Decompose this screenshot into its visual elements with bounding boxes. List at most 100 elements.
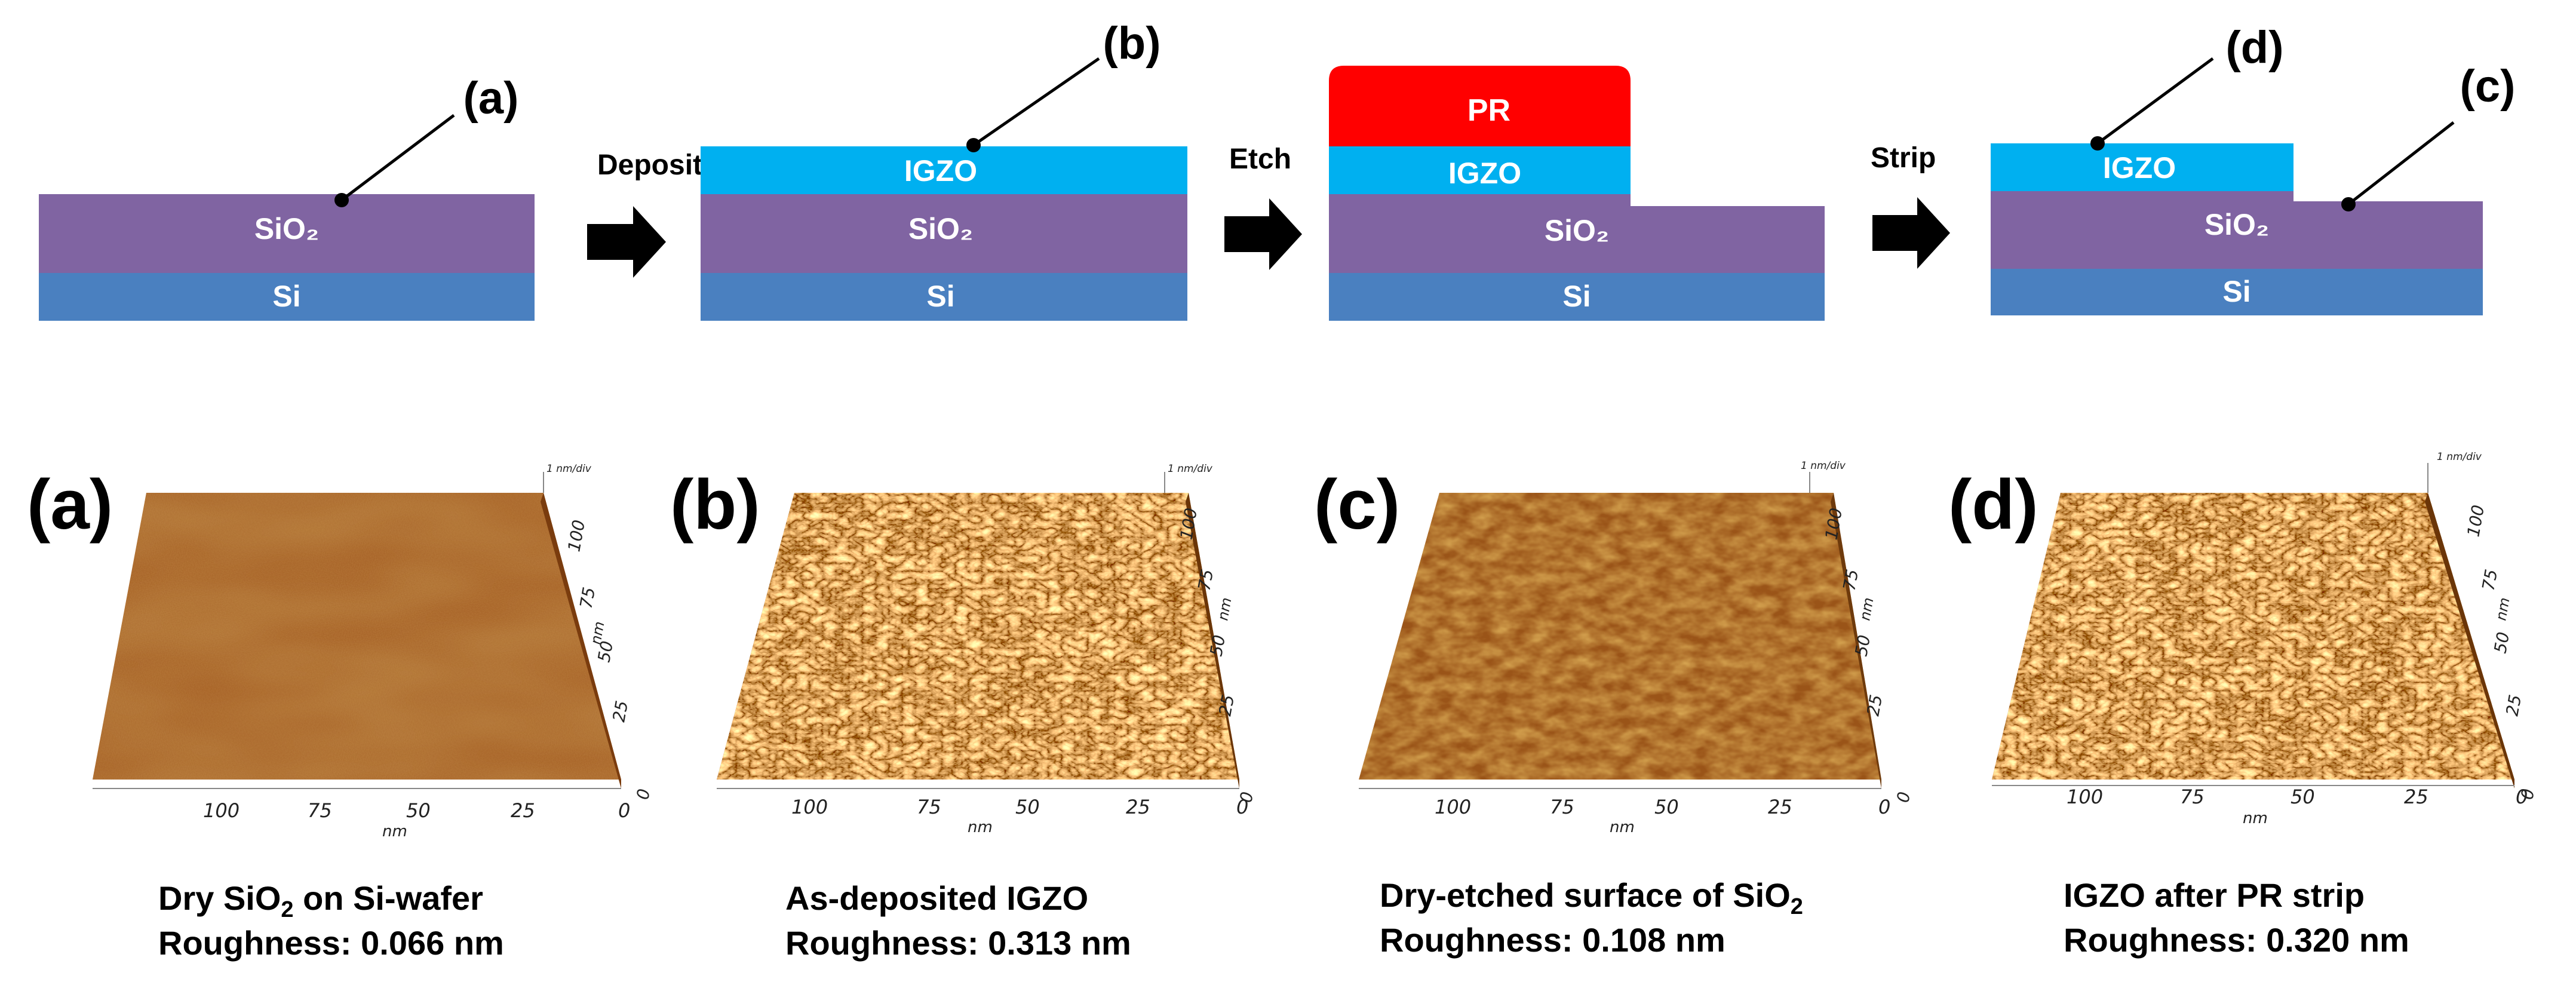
callout-dot	[966, 138, 981, 152]
scale-label: 1 nm/div	[1168, 463, 1213, 475]
y-tick: 100	[564, 518, 589, 553]
x-unit-label: nm	[2243, 809, 2268, 827]
si-layer	[1329, 273, 1825, 321]
x-tick: 0	[2516, 786, 2528, 808]
process-step-1: SiO₂ Si (a)	[39, 73, 535, 321]
igzo-label: IGZO	[2103, 151, 2176, 185]
afm-side-edge	[541, 493, 621, 788]
x-tick: 0	[1236, 796, 1248, 818]
process-arrow-etch: Etch	[1224, 143, 1302, 270]
igzo-layer	[1329, 146, 1631, 194]
panel-label-b: (b)	[670, 465, 760, 544]
afm-side-edge	[1186, 493, 1239, 788]
afm-y-ticks: 0 25 50 75 100	[2463, 504, 2538, 801]
callout-line	[340, 114, 455, 201]
y-tick: 0	[633, 787, 654, 801]
caption-line-1: As-deposited IGZO	[785, 879, 1088, 917]
x-tick: 25	[2404, 786, 2428, 808]
sio2-layer	[1329, 194, 1825, 273]
y-unit-label: nm	[1214, 596, 1235, 622]
caption-line-1: Dry-etched surface of SiO2	[1380, 876, 1803, 919]
afm-x-ticks: 100 75 50 25 0	[1435, 796, 1890, 818]
process-arrow-strip: Strip	[1871, 142, 1950, 269]
y-tick: 0	[1893, 790, 1914, 804]
caption-roughness: Roughness: 0.313 nm	[785, 924, 1131, 962]
y-tick: 0	[2517, 787, 2538, 801]
igzo-label: IGZO	[904, 154, 977, 188]
x-tick: 100	[2067, 786, 2103, 808]
igzo-label: IGZO	[1448, 157, 1521, 190]
sio2-label: SiO₂	[2205, 208, 2269, 241]
right-arrow-icon	[1224, 198, 1302, 270]
afm-surface-image	[1359, 493, 1881, 780]
scale-label: 1 nm/div	[2437, 451, 2482, 463]
x-tick: 75	[1550, 796, 1574, 818]
afm-surface-image	[717, 493, 1239, 780]
right-arrow-icon	[587, 206, 666, 278]
afm-x-ticks: 100 75 50 25 0	[203, 799, 630, 822]
y-tick: 25	[1215, 693, 1238, 717]
caption-line-1: Dry SiO2 on Si-wafer	[158, 879, 483, 922]
scale-label: 1 nm/div	[1801, 460, 1846, 472]
x-tick: 50	[1654, 796, 1679, 818]
caption-roughness: Roughness: 0.320 nm	[2064, 921, 2409, 959]
igzo-layer	[1991, 143, 2293, 191]
si-layer	[39, 273, 535, 321]
sio2-label: SiO₂	[254, 212, 319, 246]
callout-c: (c)	[2460, 61, 2516, 112]
x-tick: 100	[791, 796, 828, 818]
caption-roughness: Roughness: 0.108 nm	[1380, 921, 1725, 959]
callout-d: (d)	[2225, 22, 2283, 73]
y-tick: 50	[1851, 633, 1874, 658]
afm-surface-image	[93, 493, 621, 780]
afm-panel-a: (a) 1 nm/div 100 75 50 25 0 nm 0 25 50 7…	[27, 463, 654, 962]
callout-line	[2096, 57, 2214, 145]
afm-panel-b: (b) 1 nm/div 100 75 50 25 0 nm 0 25 50 7…	[670, 463, 1257, 962]
callout-b: (b)	[1103, 18, 1160, 69]
pr-layer	[1329, 66, 1631, 146]
callout-a: (a)	[463, 73, 519, 124]
x-tick: 25	[511, 799, 535, 822]
afm-panel-c: (c) 1 nm/div 100 75 50 25 0 nm 0 25 50 7…	[1314, 460, 1914, 959]
caption-line-1: IGZO after PR strip	[2064, 876, 2365, 914]
afm-x-ticks: 100 75 50 25 0	[2067, 786, 2528, 808]
x-tick: 100	[1435, 796, 1471, 818]
y-unit-label: nm	[1856, 596, 1877, 622]
y-tick: 75	[1839, 567, 1862, 592]
x-tick: 25	[1126, 796, 1150, 818]
afm-surface-image	[1992, 493, 2514, 780]
si-layer	[1991, 269, 2483, 315]
panel-label-d: (d)	[1948, 465, 2038, 544]
igzo-layer	[701, 146, 1187, 194]
afm-side-edge	[2425, 493, 2514, 788]
x-tick: 0	[618, 799, 630, 822]
sio2-layer	[39, 194, 535, 273]
y-tick: 75	[2478, 567, 2501, 592]
x-tick: 75	[2180, 786, 2205, 808]
si-label: Si	[272, 280, 300, 313]
afm-x-ticks: 100 75 50 25 0	[791, 796, 1248, 818]
y-tick: 50	[594, 639, 617, 664]
process-step-2: IGZO SiO₂ Si (b)	[701, 18, 1187, 321]
caption-roughness: Roughness: 0.066 nm	[158, 924, 504, 962]
x-tick: 50	[2291, 786, 2315, 808]
callout-dot	[2341, 197, 2356, 211]
si-label: Si	[926, 280, 954, 313]
callout-line	[972, 57, 1100, 147]
x-unit-label: nm	[1610, 818, 1635, 836]
callout-dot	[334, 193, 349, 207]
panel-label-c: (c)	[1314, 465, 1400, 544]
y-tick: 25	[2502, 693, 2525, 717]
callout-line	[2347, 121, 2455, 205]
sio2-layer	[1991, 191, 2483, 269]
pr-label: PR	[1467, 93, 1510, 128]
y-tick: 100	[2463, 504, 2488, 538]
panel-label-a: (a)	[27, 465, 113, 544]
scale-label: 1 nm/div	[546, 463, 592, 475]
x-tick: 75	[917, 796, 941, 818]
y-tick: 25	[609, 699, 632, 723]
callout-dot	[2090, 136, 2105, 151]
si-label: Si	[2222, 275, 2250, 308]
x-tick: 100	[203, 799, 240, 822]
